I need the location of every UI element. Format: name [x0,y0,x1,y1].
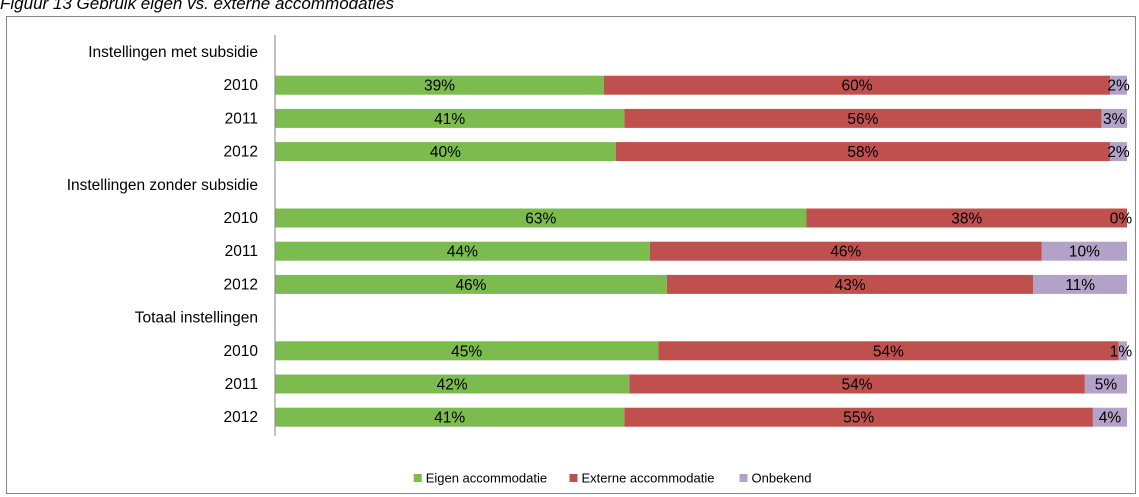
year-label-g2-2011: 2011 [225,243,258,260]
data-label-g1-2012-s3: 2% [1107,144,1130,161]
data-label-g1-2011-s1: 41% [434,111,465,128]
data-label-g3-2010-s1: 45% [451,343,482,360]
legend-label-2: Externe accommodatie [582,471,715,486]
data-label-g1-2010-s2: 60% [842,78,873,95]
year-label-g2-2010: 2010 [224,210,259,227]
data-label-g2-2011-s1: 44% [447,244,478,261]
data-label-g3-2010-s3: 1% [1110,343,1133,360]
bar-segment-g2-2012-s3 [1033,274,1127,294]
group-label-2: Instellingen zonder subsidie [67,177,258,194]
bar-segment-g3-2012-s2 [624,407,1093,427]
group-label-3: Totaal instellingen [135,310,258,327]
data-label-g2-2012-s3: 11% [1065,277,1095,294]
data-label-g3-2011-s2: 54% [842,377,873,394]
data-label-g2-2012-s1: 46% [455,277,486,294]
stacked-bar-chart: Instellingen met subsidie 2010 39% 60% 2% 201… [67,35,1133,486]
bar-segment-g3-2011-s1 [275,374,630,394]
data-label-g3-2012-s1: 41% [434,410,465,427]
bar-segment-g3-2012-s3 [1092,407,1127,427]
bar-segment-g1-2010-s1 [275,75,604,95]
year-label-g1-2010: 2010 [224,77,259,94]
bar-segment-g1-2012-s1 [275,142,616,162]
bar-segment-g3-2011-s3 [1084,374,1127,394]
data-label-g3-2012-s3: 4% [1099,410,1122,427]
data-label-g1-2010-s1: 39% [424,78,455,95]
legend-label-1: Eigen accommodatie [426,471,547,486]
group-label-1: Instellingen met subsidie [88,44,258,61]
data-label-g2-2010-s2: 38% [951,211,982,228]
year-label-g2-2012: 2012 [224,276,258,293]
year-label-g3-2012: 2012 [224,409,258,426]
data-label-g2-2010-s3: 0% [1110,211,1133,228]
bar-segment-g2-2011-s1 [275,241,650,261]
bar-segment-g2-2012-s1 [275,274,667,294]
legend-swatch-3 [739,474,748,482]
bar-segment-g2-2010-s2 [806,208,1127,228]
bar-segment-g3-2011-s2 [629,374,1085,394]
data-label-g3-2012-s2: 55% [843,410,874,427]
bar-segment-g1-2012-s2 [615,142,1110,162]
bar-segment-g1-2012-s3 [1109,142,1127,162]
bar-segment-g1-2010-s3 [1110,75,1127,95]
data-label-g1-2011-s2: 56% [847,111,878,128]
year-label-g1-2012: 2012 [224,144,258,161]
data-label-g1-2012-s2: 58% [847,144,878,161]
year-label-g3-2010: 2010 [224,343,259,360]
data-label-g2-2012-s2: 43% [835,277,866,294]
bar-segment-g3-2012-s1 [275,407,625,427]
bar-segment-g1-2011-s1 [275,108,625,128]
bar-segment-g3-2010-s1 [275,341,659,361]
year-label-g1-2011: 2011 [225,110,258,127]
legend-label-3: Onbekend [752,471,812,486]
bar-segment-g1-2011-s3 [1101,108,1127,128]
bar-segment-g2-2011-s2 [649,241,1042,261]
bar-segment-g1-2010-s2 [603,75,1111,95]
legend-swatch-2 [569,474,578,482]
bar-segment-g3-2010-s2 [658,341,1119,361]
data-label-g2-2011-s3: 10% [1069,244,1100,261]
data-label-g3-2011-s1: 42% [437,377,468,394]
year-label-g3-2011: 2011 [225,376,258,393]
bar-segment-g2-2010-s1 [275,208,807,228]
data-label-g1-2012-s1: 40% [430,144,461,161]
bar-segment-g2-2012-s2 [666,274,1034,294]
bar-segment-g2-2011-s3 [1041,241,1127,261]
data-label-g3-2010-s2: 54% [873,343,904,360]
chart-area: Instellingen met subsidie 2010 39% 60% 2% 201… [6,16,1136,494]
figure-caption: Figuur 13 Gebruik eigen vs. externe acco… [0,0,395,13]
bar-segment-g3-2010-s3 [1118,341,1127,361]
bar-segment-g1-2011-s2 [624,108,1102,128]
data-label-g1-2010-s3: 2% [1107,78,1130,95]
data-label-g2-2010-s1: 63% [525,211,556,228]
data-label-g3-2011-s3: 5% [1095,377,1118,394]
legend-swatch-1 [413,474,422,482]
data-label-g1-2011-s3: 3% [1103,111,1126,128]
data-label-g2-2011-s2: 46% [830,244,861,261]
